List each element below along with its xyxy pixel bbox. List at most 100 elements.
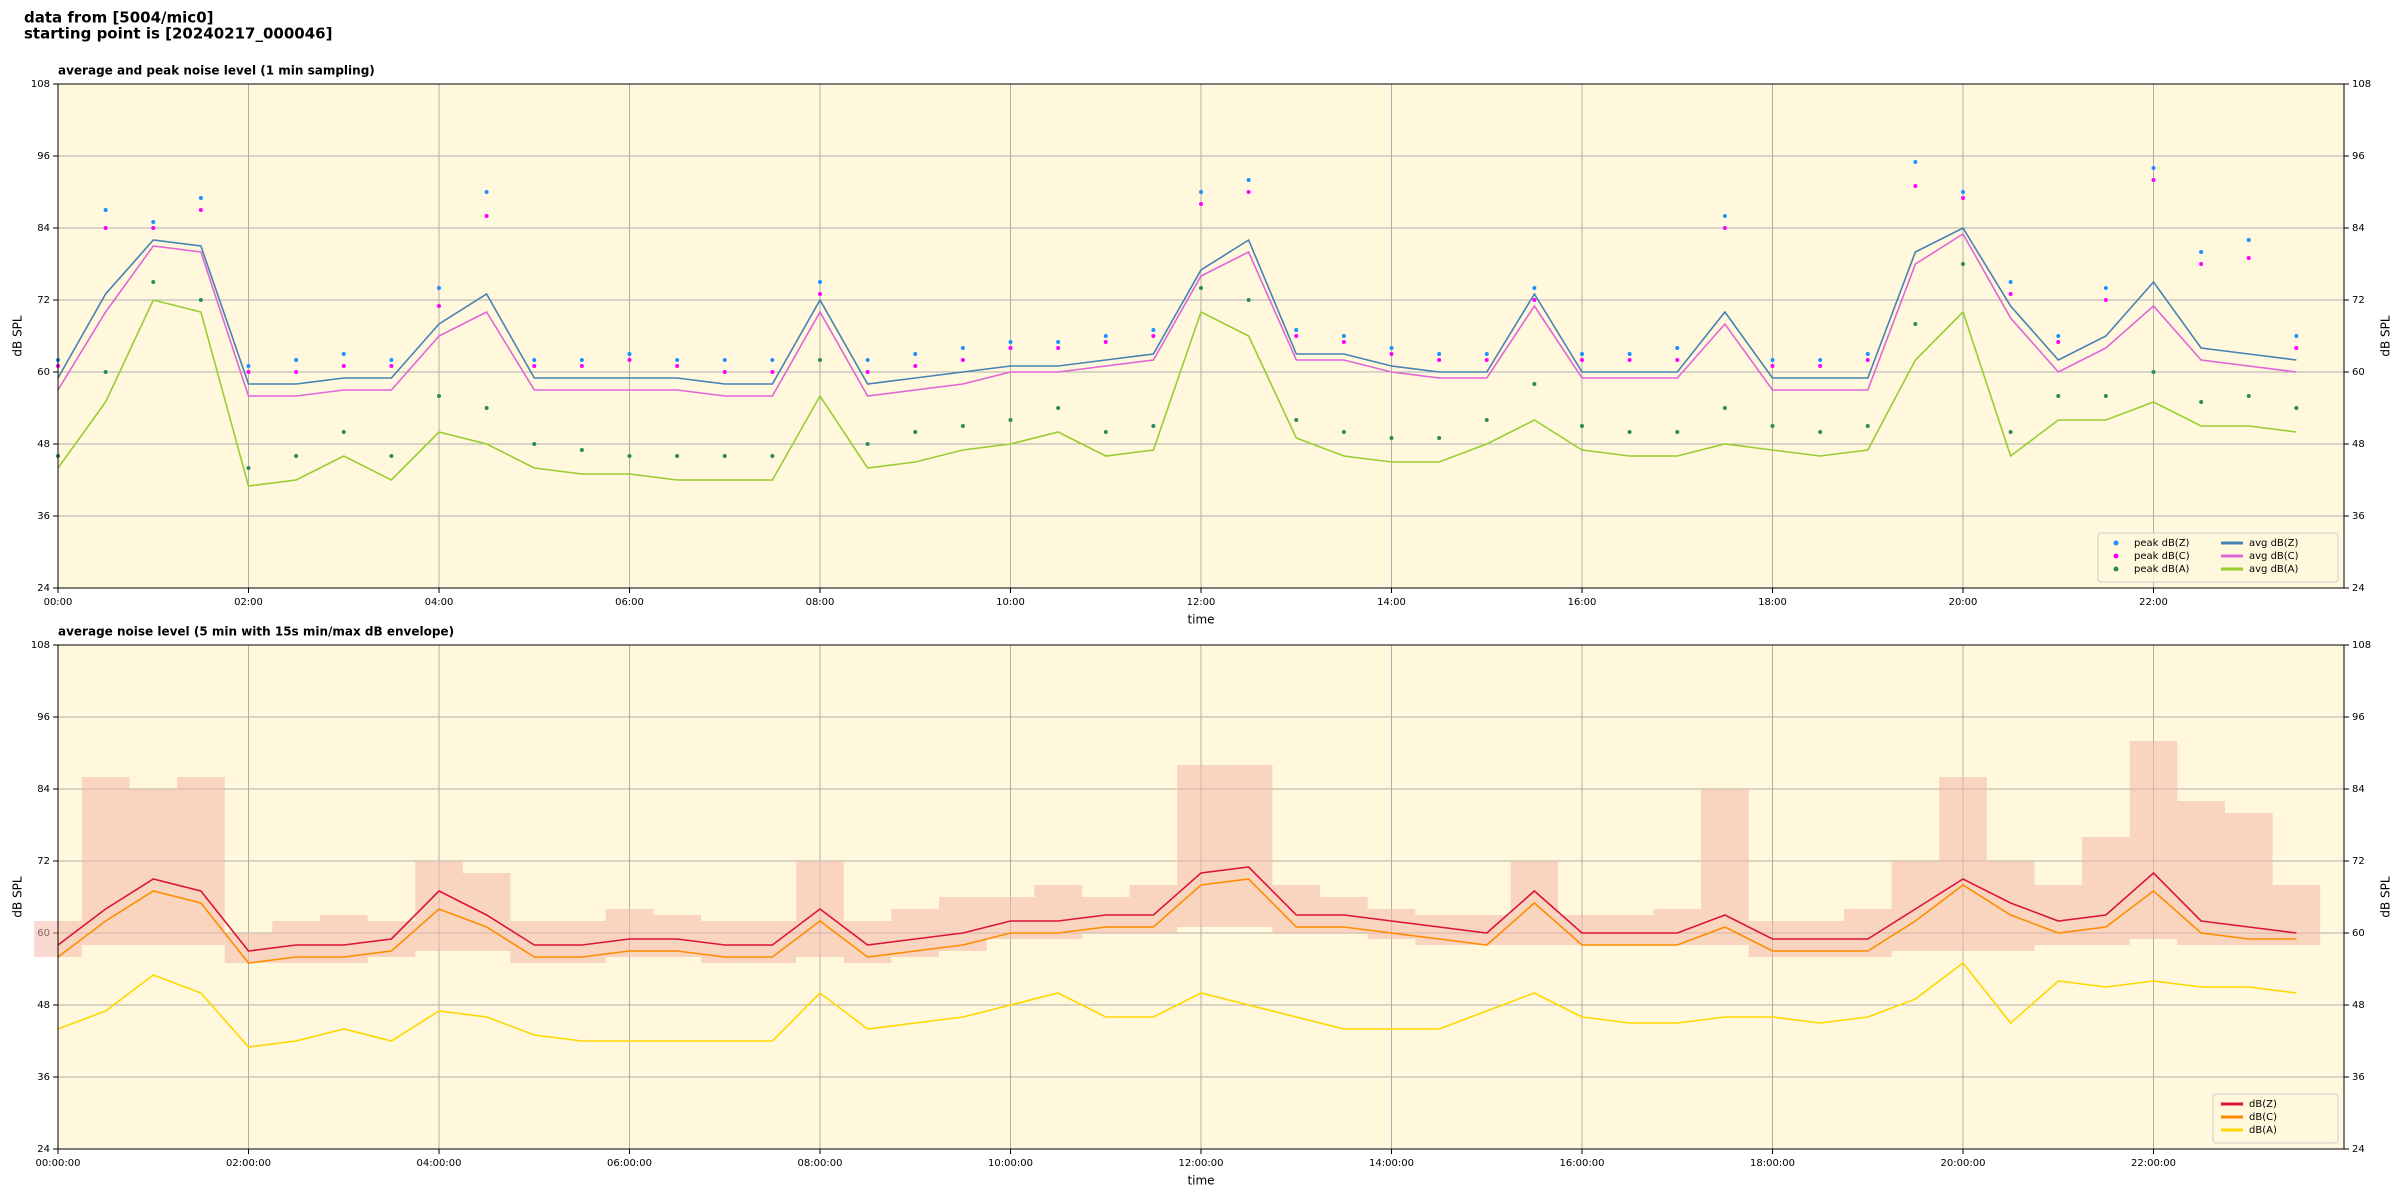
x-tick-label: 10:00:00 (988, 1158, 1033, 1169)
peak-point (913, 352, 918, 356)
peak-point (1818, 364, 1823, 368)
peak-point (1580, 424, 1584, 428)
envelope-band (2224, 813, 2273, 945)
y2-tick-label: 24 (2352, 1144, 2365, 1155)
peak-point (198, 298, 203, 302)
peak-point (484, 406, 489, 410)
peak-point (246, 466, 251, 470)
peak-point (722, 358, 727, 362)
peak-point (2151, 370, 2156, 374)
y-tick-label: 48 (37, 1000, 50, 1011)
peak-point (1675, 358, 1680, 362)
peak-point (2056, 394, 2061, 398)
peak-point (1056, 346, 1061, 350)
header-source: data from [5004/mic0] (24, 9, 214, 27)
peak-point (2008, 430, 2013, 434)
peak-point (1294, 328, 1299, 332)
peak-point (675, 364, 680, 368)
peak-point (341, 430, 346, 434)
peak-point (1484, 358, 1489, 362)
peak-point (675, 358, 680, 362)
series-line (57, 232, 2297, 397)
x-tick-label: 20:00 (1949, 597, 1978, 608)
peak-point (1627, 358, 1632, 362)
legend-label: dB(A) (2249, 1125, 2277, 1136)
peak-point (103, 370, 108, 374)
envelope-band (272, 921, 320, 963)
y-tick-label: 72 (37, 295, 50, 306)
y-tick-label: 96 (37, 712, 50, 723)
peak-point (1341, 334, 1346, 338)
peak-point (627, 352, 632, 356)
peak-point (2103, 298, 2108, 302)
peak-point (2199, 250, 2204, 254)
envelope-band (2129, 741, 2178, 939)
y2-tick-label: 108 (2352, 640, 2371, 651)
x-tick-label: 02:00 (234, 597, 263, 608)
peak-point (1675, 346, 1680, 350)
x-tick-label: 06:00 (615, 597, 644, 608)
envelope-band (653, 915, 701, 957)
envelope-band (843, 921, 892, 963)
peak-point (294, 358, 299, 362)
legend-label: avg dB(C) (2249, 551, 2299, 562)
y-tick-label: 24 (37, 1144, 50, 1155)
legend-label: dB(C) (2249, 1112, 2277, 1123)
peak-point (865, 370, 870, 374)
peak-point (1913, 160, 1918, 164)
envelope-band (1367, 909, 1416, 939)
y-tick-label: 72 (37, 856, 50, 867)
y2-tick-label: 36 (2352, 511, 2365, 522)
envelope-band (319, 915, 368, 963)
envelope-band (1891, 861, 1940, 951)
x-tick-label: 22:00:00 (2131, 1158, 2176, 1169)
peak-point (1199, 286, 1203, 290)
peak-point (532, 358, 537, 362)
header-start: starting point is [20240217_000046] (24, 25, 332, 43)
peak-point (484, 214, 489, 218)
peak-point (818, 292, 822, 296)
envelope-band (1986, 861, 2035, 951)
x-tick-label: 10:00 (996, 597, 1025, 608)
x-tick-label: 12:00 (1187, 597, 1216, 608)
peak-point (1865, 352, 1870, 356)
peak-point (2103, 394, 2108, 398)
peak-point (151, 220, 156, 224)
envelope-band (939, 897, 987, 951)
peak-point (960, 358, 965, 362)
envelope-band (462, 873, 511, 951)
x-tick-label: 00:00 (44, 597, 73, 608)
peak-point (1294, 418, 1299, 422)
peak-point (1818, 430, 1823, 434)
y-tick-label: 84 (37, 784, 50, 795)
peak-point (722, 370, 727, 374)
peak-point (1151, 424, 1156, 428)
x-tick-label: 14:00:00 (1369, 1158, 1414, 1169)
chart-title: average noise level (5 min with 15s min/… (58, 625, 454, 639)
x-tick-label: 04:00:00 (417, 1158, 462, 1169)
y2-tick-label: 96 (2352, 712, 2365, 723)
envelope-band (700, 921, 749, 963)
peak-point (103, 208, 108, 212)
peak-point (1103, 430, 1108, 434)
peak-point (2246, 256, 2251, 260)
series-line (57, 878, 2297, 964)
peak-point (151, 226, 156, 230)
peak-point (246, 364, 251, 368)
peak-point (1818, 358, 1823, 362)
peak-point (1008, 340, 1013, 344)
legend-label: peak dB(Z) (2134, 538, 2190, 549)
legend-marker (2113, 553, 2119, 559)
legend-label: dB(Z) (2249, 1099, 2277, 1110)
peak-point (1151, 328, 1156, 332)
y2-tick-label: 60 (2352, 928, 2365, 939)
y-tick-label: 60 (37, 367, 50, 378)
peak-point (2294, 406, 2299, 410)
peak-point (198, 196, 203, 200)
peak-point (1008, 346, 1013, 350)
peak-point (294, 370, 299, 374)
peak-point (1865, 358, 1870, 362)
peak-point (532, 442, 537, 446)
x-tick-label: 16:00:00 (1560, 1158, 1605, 1169)
peak-point (818, 280, 822, 284)
